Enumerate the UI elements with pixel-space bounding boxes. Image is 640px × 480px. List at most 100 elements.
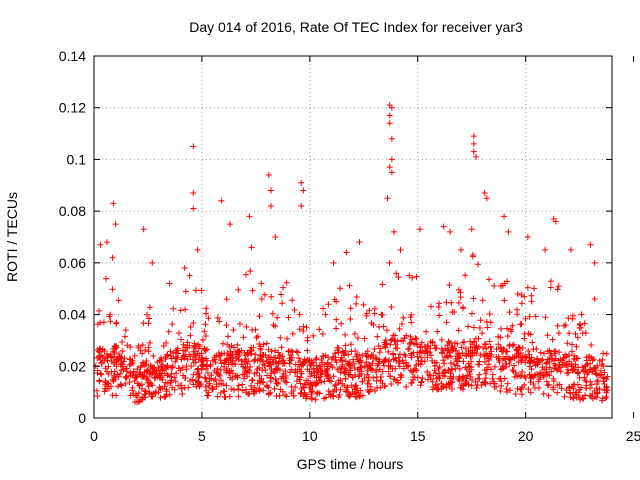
data-point bbox=[250, 344, 257, 351]
data-point bbox=[196, 352, 203, 359]
data-point bbox=[303, 395, 310, 402]
x-tick-label: 10 bbox=[302, 428, 318, 444]
data-point bbox=[312, 382, 319, 389]
data-point bbox=[390, 356, 397, 363]
data-point bbox=[456, 355, 463, 362]
data-point bbox=[587, 241, 594, 248]
x-axis-label: GPS time / hours bbox=[297, 456, 404, 472]
data-point bbox=[278, 291, 285, 298]
data-point bbox=[226, 393, 233, 400]
data-point bbox=[397, 246, 404, 253]
data-point bbox=[455, 299, 462, 306]
data-point bbox=[518, 292, 525, 299]
data-point bbox=[182, 306, 189, 313]
data-point bbox=[137, 364, 144, 371]
data-point bbox=[429, 339, 436, 346]
data-point bbox=[216, 372, 223, 379]
data-point bbox=[167, 348, 174, 355]
data-point bbox=[111, 368, 118, 375]
data-point bbox=[600, 363, 607, 370]
data-point bbox=[521, 382, 528, 389]
data-point bbox=[146, 389, 153, 396]
y-tick-label: 0.14 bbox=[59, 48, 86, 64]
data-point bbox=[419, 375, 426, 382]
data-point bbox=[242, 364, 249, 371]
data-point bbox=[195, 356, 202, 363]
y-tick-label: 0.1 bbox=[67, 151, 87, 167]
data-point bbox=[590, 355, 597, 362]
data-point bbox=[134, 366, 141, 373]
data-point bbox=[518, 300, 525, 307]
data-point bbox=[186, 351, 193, 358]
data-point bbox=[432, 345, 439, 352]
data-point bbox=[94, 393, 101, 400]
data-point bbox=[408, 311, 415, 318]
data-point bbox=[308, 394, 315, 401]
data-point bbox=[530, 358, 537, 365]
data-point bbox=[279, 300, 286, 307]
data-point bbox=[275, 349, 282, 356]
data-point bbox=[487, 344, 494, 351]
data-point bbox=[388, 104, 395, 111]
data-point bbox=[261, 362, 268, 369]
data-point bbox=[550, 384, 557, 391]
data-point bbox=[497, 334, 504, 341]
data-point bbox=[304, 347, 311, 354]
data-point bbox=[109, 254, 116, 261]
y-tick-label: 0.06 bbox=[59, 255, 86, 271]
data-point bbox=[139, 342, 146, 349]
data-point bbox=[284, 335, 291, 342]
data-point bbox=[325, 375, 332, 382]
data-point bbox=[152, 389, 159, 396]
data-point bbox=[506, 309, 513, 316]
data-point bbox=[164, 362, 171, 369]
data-point bbox=[489, 375, 496, 382]
data-point bbox=[368, 352, 375, 359]
data-point bbox=[416, 226, 423, 233]
data-point bbox=[533, 356, 540, 363]
data-point bbox=[226, 221, 233, 228]
data-point bbox=[385, 348, 392, 355]
data-point bbox=[145, 383, 152, 390]
data-point bbox=[410, 367, 417, 374]
data-point bbox=[324, 363, 331, 370]
data-point bbox=[451, 361, 458, 368]
data-point bbox=[532, 313, 539, 320]
data-point bbox=[145, 320, 152, 327]
data-point bbox=[574, 381, 581, 388]
data-point bbox=[403, 383, 410, 390]
data-point bbox=[585, 369, 592, 376]
data-point bbox=[174, 354, 181, 361]
data-point bbox=[131, 352, 138, 359]
data-point bbox=[356, 239, 363, 246]
data-point bbox=[273, 360, 280, 367]
axis-ticks: 0 0.02 0.04 0.06 0.08 0.1 0.12 0.14 0 5 10 15 20 25 bbox=[59, 48, 640, 444]
data-point bbox=[314, 365, 321, 372]
data-point bbox=[268, 348, 275, 355]
data-point bbox=[448, 366, 455, 373]
data-point bbox=[289, 297, 296, 304]
data-point bbox=[479, 330, 486, 337]
data-point bbox=[601, 369, 608, 376]
data-point bbox=[321, 378, 328, 385]
data-point bbox=[546, 354, 553, 361]
data-point bbox=[505, 228, 512, 235]
data-point bbox=[587, 366, 594, 373]
data-point bbox=[211, 356, 218, 363]
data-point bbox=[463, 366, 470, 373]
data-point bbox=[446, 340, 453, 347]
data-point bbox=[297, 358, 304, 365]
data-point bbox=[99, 353, 106, 360]
data-point bbox=[319, 331, 326, 338]
data-point bbox=[457, 246, 464, 253]
data-point bbox=[522, 359, 529, 366]
data-point bbox=[470, 324, 477, 331]
data-point bbox=[179, 391, 186, 398]
data-point bbox=[187, 332, 194, 339]
data-point bbox=[258, 375, 265, 382]
data-point bbox=[414, 349, 421, 356]
data-point bbox=[139, 385, 146, 392]
data-point bbox=[273, 393, 280, 400]
data-point bbox=[118, 360, 125, 367]
data-point bbox=[122, 327, 129, 334]
